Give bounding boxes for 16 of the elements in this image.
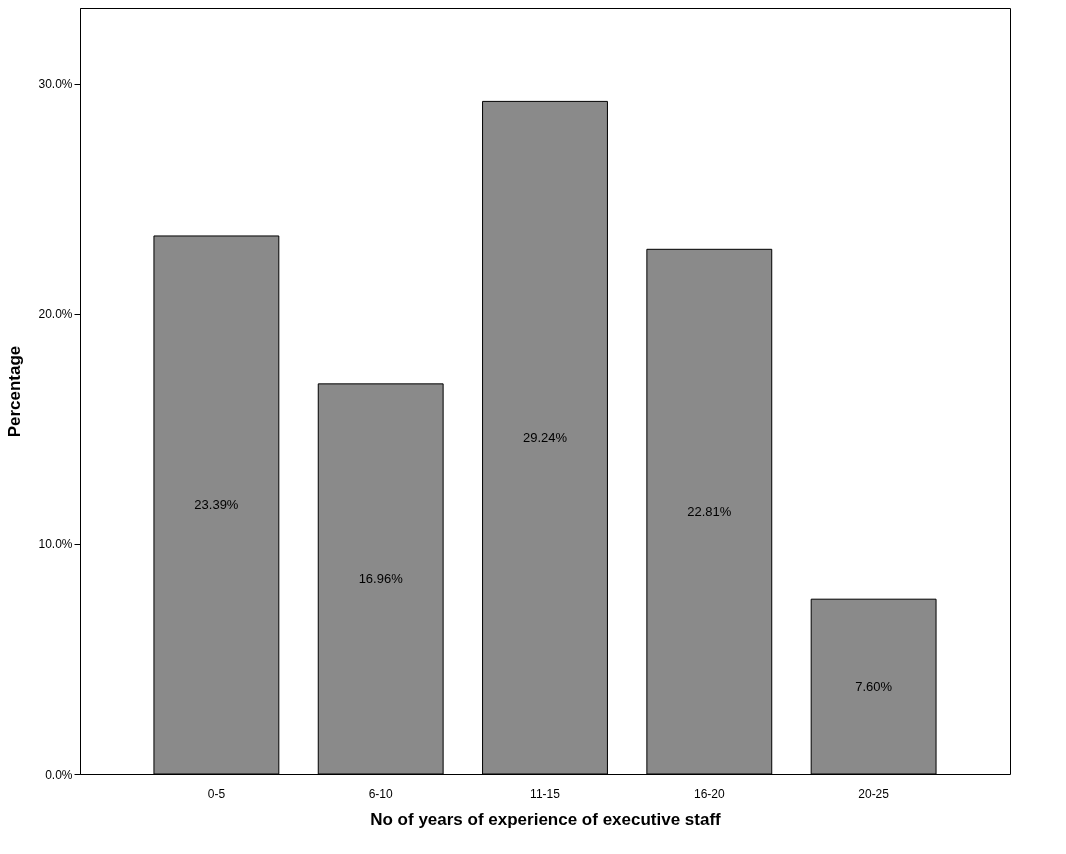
x-tick-label: 0-5 — [207, 786, 226, 801]
y-tick-label: 10.0% — [38, 537, 73, 552]
y-axis-title: Percentage — [5, 345, 25, 438]
data-label: 16.96% — [358, 570, 404, 586]
data-label: 23.39% — [194, 496, 239, 512]
x-tick-label: 11-15 — [530, 786, 561, 801]
y-tick-label: 20.0% — [38, 307, 73, 322]
y-tick-label: 0.0% — [45, 767, 73, 782]
data-label: 22.81% — [687, 503, 732, 519]
x-tick-label: 16-20 — [693, 786, 725, 801]
x-tick-label: 6-10 — [368, 786, 394, 801]
data-label: 29.24% — [522, 429, 568, 445]
data-label: 7.60% — [855, 678, 893, 694]
x-tick-label: 20-25 — [858, 786, 890, 801]
y-tick-label: 30.0% — [38, 77, 73, 92]
x-axis-title: No of years of experience of executive staff — [370, 809, 722, 829]
